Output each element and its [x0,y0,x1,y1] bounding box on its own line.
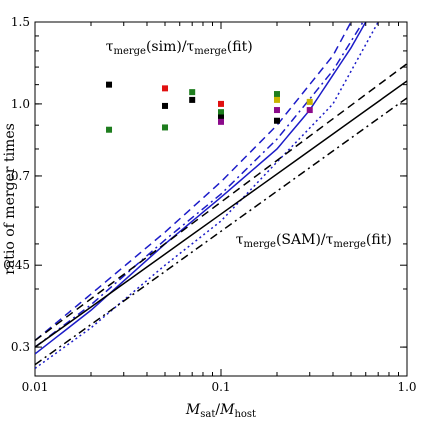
points-layer [106,81,313,133]
data-point-5 [162,124,169,131]
y-tick-label: 0.7 [11,169,30,183]
data-point-3 [162,85,169,92]
data-point-15 [273,117,280,124]
y-tick-label: 1.0 [11,97,30,111]
annotation-sam-fit: τmerge(SAM)/τmerge(fit) [236,232,392,250]
y-tick-label: 0.45 [3,258,30,272]
ticks-layer [34,21,407,376]
series-line-2 [35,22,352,342]
x-tick-label: 0.1 [211,380,230,394]
data-point-11 [218,118,224,125]
series-layer [35,22,407,369]
y-axis-title: ratio of merger times [2,123,18,275]
data-point-9 [218,109,224,116]
data-point-1 [106,81,113,88]
data-point-7 [189,96,196,103]
series-line-5 [35,80,407,348]
data-point-10 [218,114,224,121]
plot-frame [34,21,408,377]
data-point-2 [106,126,113,133]
data-point-13 [273,96,280,103]
series-line-3 [35,22,364,348]
data-point-4 [162,102,169,109]
data-point-14 [273,107,280,114]
data-point-17 [306,107,313,114]
annotation-sim-fit: τmerge(sim)/τmerge(fit) [106,39,253,57]
data-point-8 [218,100,224,107]
data-point-16 [306,98,313,105]
series-line-1 [35,22,367,355]
y-tick-label: 1.5 [11,15,30,29]
series-line-7 [35,97,407,366]
data-point-6 [189,89,196,96]
x-tick-label: 1.0 [397,380,416,394]
data-point-12 [273,91,280,98]
x-axis-title: Msat/Mhost [185,402,256,420]
x-tick-label: 0.01 [22,380,49,394]
y-tick-label: 0.3 [11,340,30,354]
tick-labels-layer: 0.01 0.1 1.0 0.3 0.45 0.7 1.0 1.5 [3,15,416,394]
